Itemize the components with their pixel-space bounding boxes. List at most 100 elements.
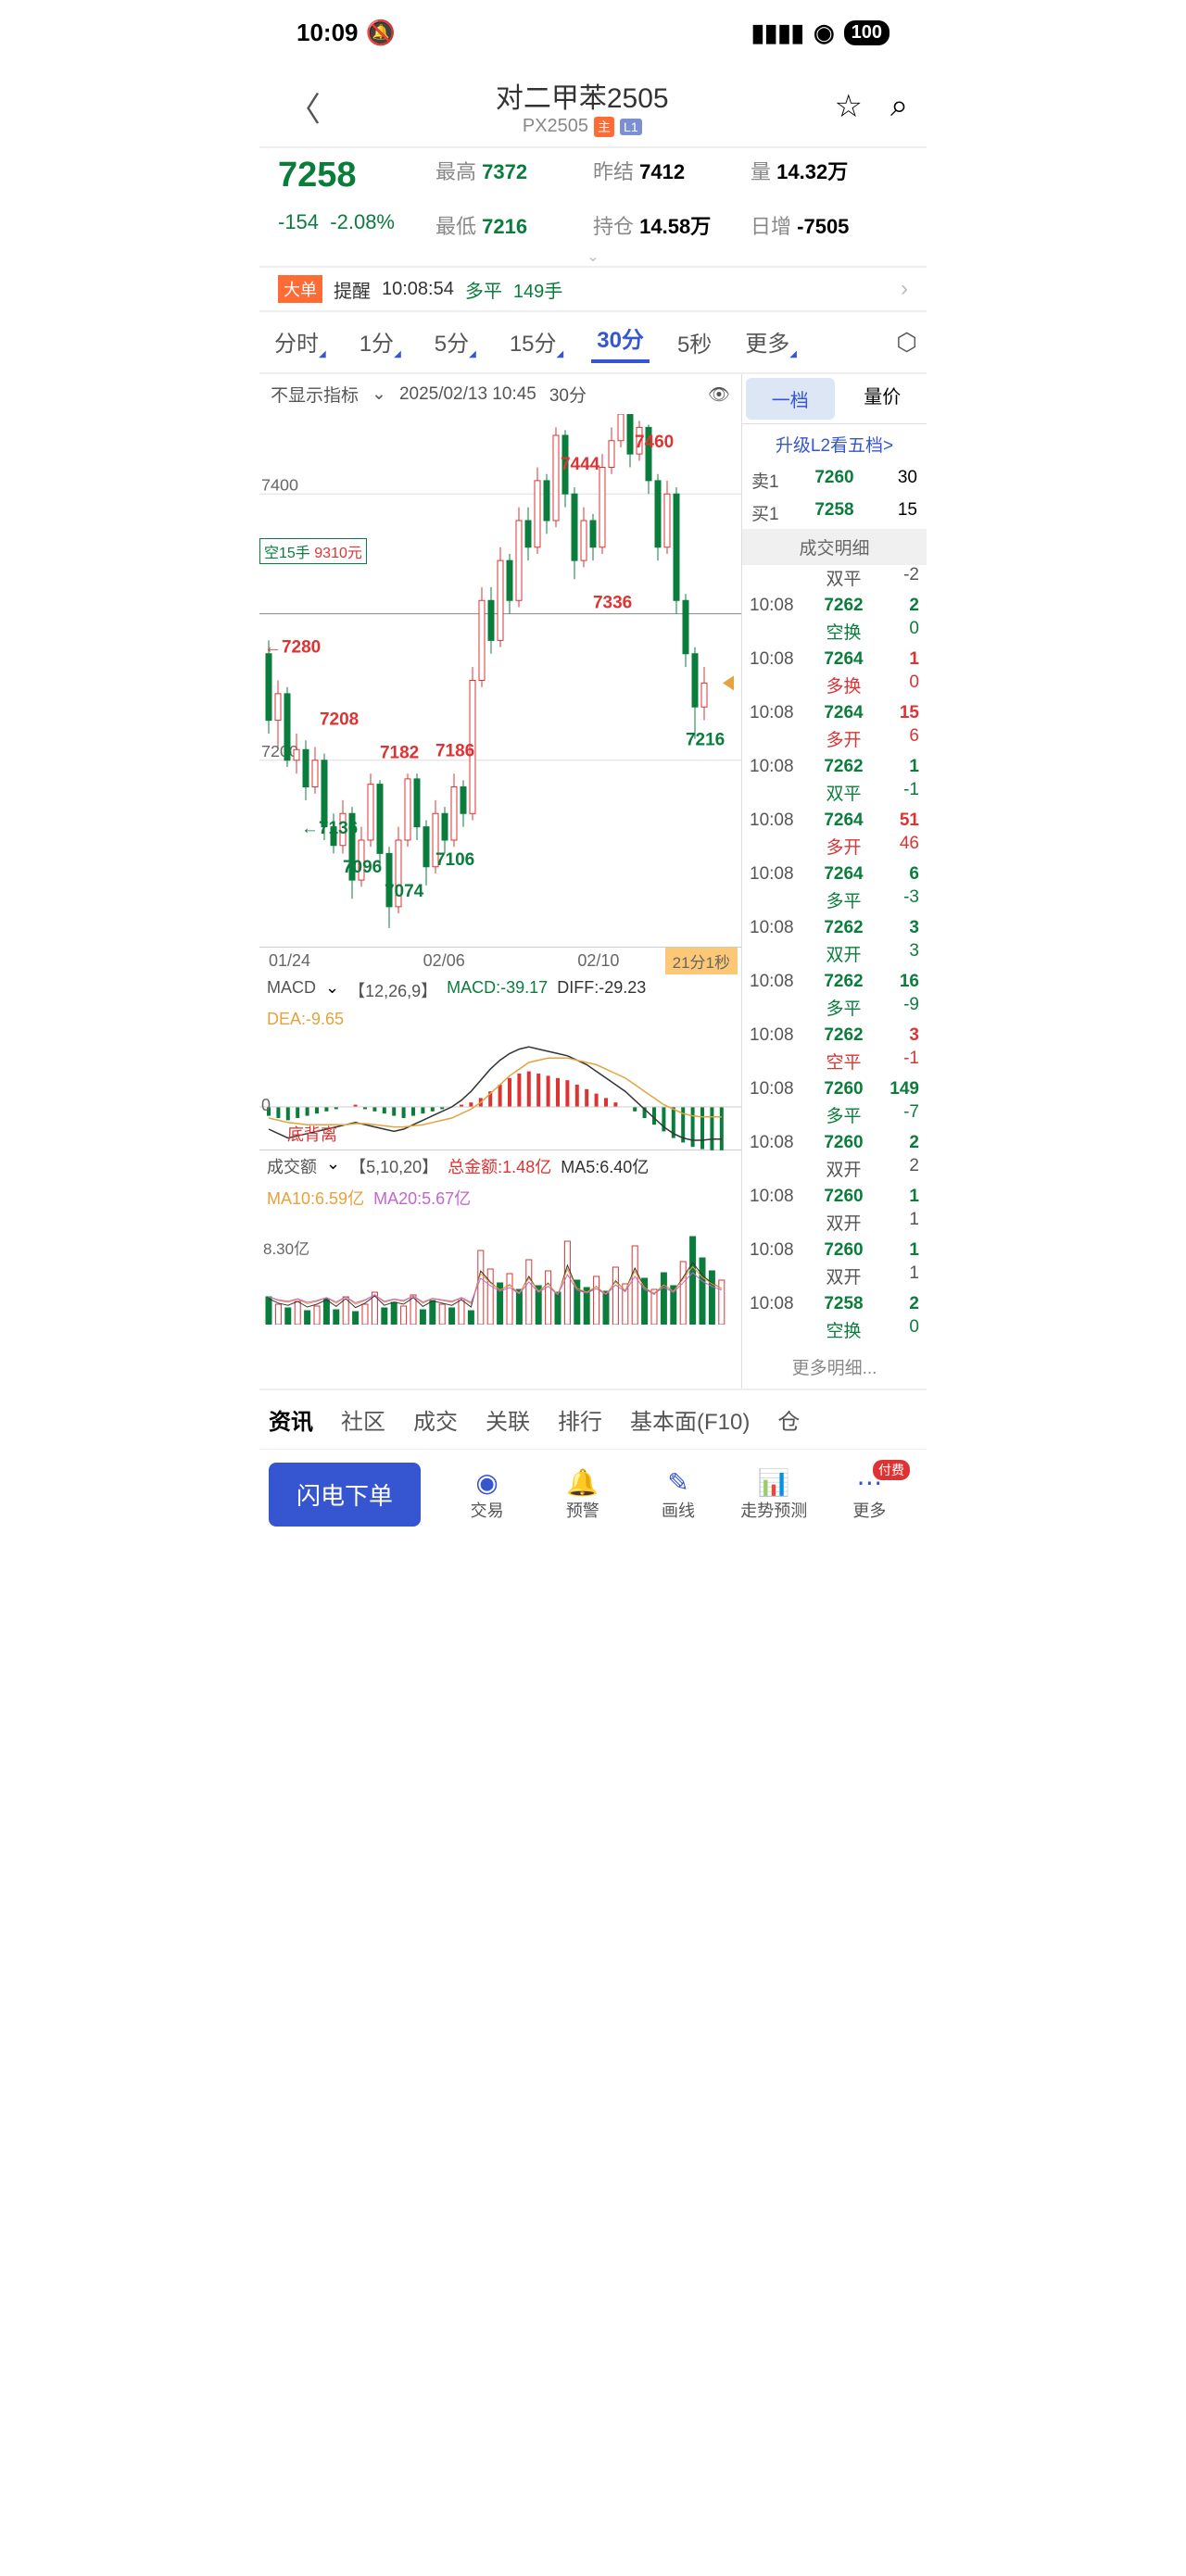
- bottom-tab-0[interactable]: 资讯: [269, 1403, 313, 1436]
- trade-row-sub: 双开1: [742, 1210, 927, 1238]
- timeframe-tab-0[interactable]: 分时◢: [269, 325, 332, 359]
- tool-更多[interactable]: ⋯更多付费: [822, 1467, 917, 1522]
- quote-panel-2: -154 -2.08% 最低 7216 持仓 14.58万 日增 -7505: [259, 203, 927, 247]
- svg-text:7074: 7074: [385, 882, 424, 901]
- candlestick-chart[interactable]: 空15手 9310元 74007200←72807208718271867444…: [259, 414, 741, 948]
- order-book-panel: 一档 量价 升级L2看五档> 卖1726030 买1725815 成交明细 双平…: [741, 374, 927, 1389]
- more-detail-link[interactable]: 更多明细...: [742, 1345, 927, 1389]
- svg-text:0: 0: [261, 1096, 271, 1114]
- bottom-tab-6[interactable]: 仓: [777, 1403, 800, 1436]
- settings-icon[interactable]: ⬡: [896, 328, 917, 357]
- svg-text:7336: 7336: [593, 594, 632, 613]
- tool-画线[interactable]: ✎画线: [630, 1467, 725, 1522]
- tool-交易[interactable]: ◉交易: [439, 1467, 535, 1522]
- price-pct: -2.08%: [330, 210, 395, 233]
- bottom-tab-3[interactable]: 关联: [486, 1403, 530, 1436]
- star-icon[interactable]: ☆: [834, 88, 862, 125]
- bottom-tab-1[interactable]: 社区: [341, 1403, 385, 1436]
- trade-row-sub: 空换0: [742, 619, 927, 647]
- timeframe-tab-3[interactable]: 15分◢: [504, 325, 569, 359]
- quote-panel: 7258 最高 7372 昨结 7412 量 14.32万: [259, 148, 927, 203]
- svg-text:7106: 7106: [435, 850, 474, 870]
- trade-row: 10:0872621: [742, 754, 927, 780]
- bottom-tab-2[interactable]: 成交: [413, 1403, 458, 1436]
- expand-icon[interactable]: ⌄: [259, 247, 927, 266]
- trade-row: 10:0872601: [742, 1238, 927, 1263]
- svg-text:7460: 7460: [635, 433, 674, 452]
- chart-datetime: 2025/02/13 10:45: [399, 384, 536, 405]
- trade-row: 10:0872623: [742, 915, 927, 941]
- battery-icon: 100: [844, 20, 890, 45]
- trade-row: 10:0872623: [742, 1023, 927, 1049]
- trade-row-sub: 多平-7: [742, 1102, 927, 1130]
- toolbar: 闪电下单 ◉交易🔔预警✎画线📊走势预测⋯更多付费: [259, 1449, 927, 1539]
- low-price: 7216: [482, 215, 527, 238]
- svg-text:7216: 7216: [686, 730, 725, 749]
- instrument-code: PX2505: [523, 116, 588, 137]
- trade-row: 10:0872646: [742, 861, 927, 887]
- trade-row: 10:08726216: [742, 969, 927, 995]
- flash-order-button[interactable]: 闪电下单: [269, 1463, 421, 1527]
- trade-row: 10:0872622: [742, 593, 927, 619]
- svg-text:←7280: ←7280: [264, 638, 321, 658]
- bottom-tab-4[interactable]: 排行: [558, 1403, 602, 1436]
- trade-row-sub: 双平-2: [742, 565, 927, 593]
- tool-预警[interactable]: 🔔预警: [535, 1467, 630, 1522]
- bottom-tab-5[interactable]: 基本面(F10): [630, 1403, 750, 1436]
- chevron-right-icon: ›: [901, 276, 908, 302]
- svg-text:←7136: ←7136: [301, 819, 358, 838]
- upgrade-l2[interactable]: 升级L2看五档>: [742, 424, 927, 464]
- macd-panel[interactable]: MACD⌄ 【12,26,9】 MACD:-39.17 DIFF:-29.23 …: [259, 974, 741, 1150]
- diff-value: -29.23: [599, 978, 646, 997]
- svg-text:7208: 7208: [320, 710, 359, 729]
- oi-change: -7505: [797, 215, 849, 238]
- timeframe-tab-4[interactable]: 30分: [591, 321, 650, 363]
- trade-row-sub: 空换0: [742, 1317, 927, 1345]
- trade-row-sub: 多平-3: [742, 887, 927, 915]
- signal-icon: ▮▮▮▮: [751, 19, 804, 47]
- wifi-icon: ◉: [814, 19, 835, 47]
- search-icon[interactable]: ⌕: [890, 88, 908, 125]
- alert-hands: 149手: [513, 276, 562, 303]
- svg-text:7400: 7400: [261, 475, 298, 494]
- status-bar: 10:09 🔕 ▮▮▮▮ ◉ 100: [259, 0, 927, 66]
- timeframe-tab-1[interactable]: 1分◢: [354, 325, 407, 359]
- status-time: 10:09: [296, 19, 359, 47]
- volume: 14.32万: [776, 160, 848, 183]
- dea-value: -9.65: [306, 1010, 344, 1028]
- timeframe-tab-2[interactable]: 5分◢: [429, 325, 482, 359]
- timeframe-tab-5[interactable]: 5秒: [672, 326, 717, 358]
- alert-bar[interactable]: 大单 提醒 10:08:54 多平 149手 ›: [259, 266, 927, 312]
- instrument-title: 对二甲苯2505: [330, 75, 834, 116]
- eye-icon[interactable]: 👁: [708, 383, 730, 406]
- high-price: 7372: [482, 160, 527, 183]
- ask-1[interactable]: 卖1726030: [742, 464, 927, 496]
- alert-badge: 大单: [278, 275, 322, 303]
- indicator-select[interactable]: 不显示指标: [271, 382, 359, 407]
- trade-row-sub: 多平-9: [742, 995, 927, 1023]
- alert-side: 多平: [465, 276, 502, 303]
- price-change: -154: [278, 210, 319, 233]
- badge-l1: L1: [620, 119, 642, 135]
- trade-row: 10:0872641: [742, 647, 927, 672]
- bid-1[interactable]: 买1725815: [742, 496, 927, 529]
- timeframe-tabs: 分时◢ 1分◢ 5分◢ 15分◢ 30分 5秒更多◢ ⬡: [259, 312, 927, 374]
- position-badge: 空15手 9310元: [259, 538, 367, 564]
- volume-panel[interactable]: 成交额⌄ 【5,10,20】 总金额:1.48亿 MA5:6.40亿 MA10:…: [259, 1150, 741, 1326]
- side-tab-depth[interactable]: 一档: [746, 378, 835, 420]
- trade-row: 10:087260149: [742, 1076, 927, 1102]
- tool-走势预测[interactable]: 📊走势预测: [726, 1467, 822, 1522]
- side-tab-volprice[interactable]: 量价: [839, 374, 927, 423]
- countdown-badge: 21分1秒: [665, 948, 738, 974]
- bottom-tabs: 资讯社区成交关联排行基本面(F10) 仓: [259, 1389, 927, 1449]
- trade-row-sub: 双开2: [742, 1156, 927, 1184]
- back-button[interactable]: 〈: [278, 82, 330, 131]
- timeframe-tab-6[interactable]: 更多◢: [739, 325, 802, 359]
- svg-text:7096: 7096: [343, 858, 382, 877]
- trade-row-sub: 多换0: [742, 672, 927, 700]
- trade-row-sub: 双开3: [742, 941, 927, 969]
- svg-text:7182: 7182: [380, 743, 419, 762]
- total-amount: 1.48亿: [502, 1158, 551, 1176]
- trade-row-sub: 多开46: [742, 834, 927, 861]
- svg-text:7444: 7444: [561, 455, 600, 474]
